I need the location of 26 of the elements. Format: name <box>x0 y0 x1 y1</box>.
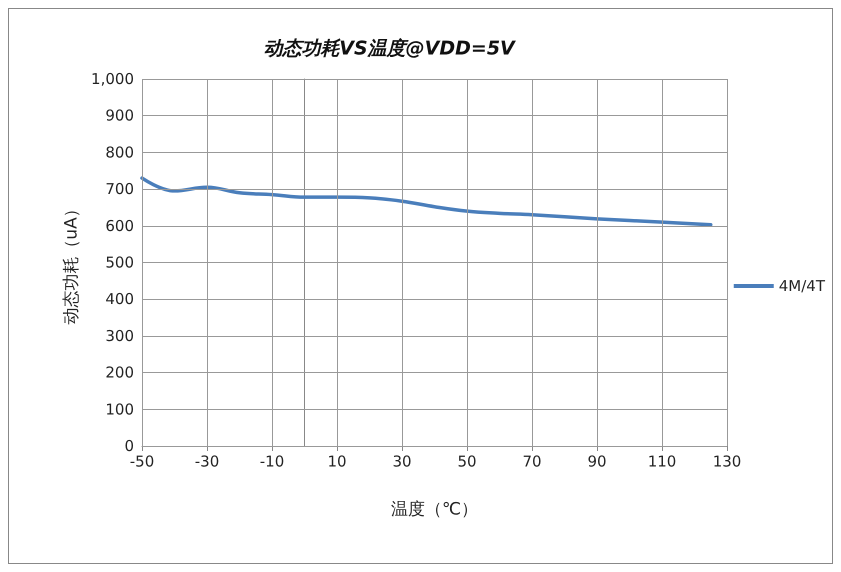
chart-title: 动态功耗VS温度@VDD=5V <box>263 38 516 60</box>
y-tick-label: 400 <box>105 290 134 308</box>
y-tick-label: 0 <box>124 437 134 455</box>
y-tick-label: 700 <box>105 180 134 198</box>
y-tick-label: 100 <box>105 400 134 418</box>
y-tick-label: 1,000 <box>91 70 134 88</box>
y-tick-label: 900 <box>105 106 134 125</box>
x-tick-label: 30 <box>392 452 412 470</box>
line-series <box>140 176 712 226</box>
x-tick-label: 110 <box>648 452 676 470</box>
x-tick-label: 90 <box>587 452 607 470</box>
y-tick-label: 800 <box>105 143 134 162</box>
x-tick-label: -10 <box>260 452 284 470</box>
x-tick-label: -50 <box>130 452 154 470</box>
y-axis-title: 动态功耗（uA） <box>62 200 82 325</box>
x-tick-label: -30 <box>194 452 220 470</box>
legend-label: 4M/4T <box>778 277 826 295</box>
y-tick-label: 300 <box>105 326 134 345</box>
y-tick-label: 600 <box>105 216 134 235</box>
y-tick-label: 200 <box>105 364 134 382</box>
x-axis-title: 温度（℃） <box>390 500 478 520</box>
x-tick-label: 50 <box>457 452 477 470</box>
x-tick-label: 10 <box>327 452 347 470</box>
x-tick-label: 130 <box>712 452 742 470</box>
y-tick-label: 500 <box>105 254 134 272</box>
x-tick-label: 70 <box>522 452 542 470</box>
